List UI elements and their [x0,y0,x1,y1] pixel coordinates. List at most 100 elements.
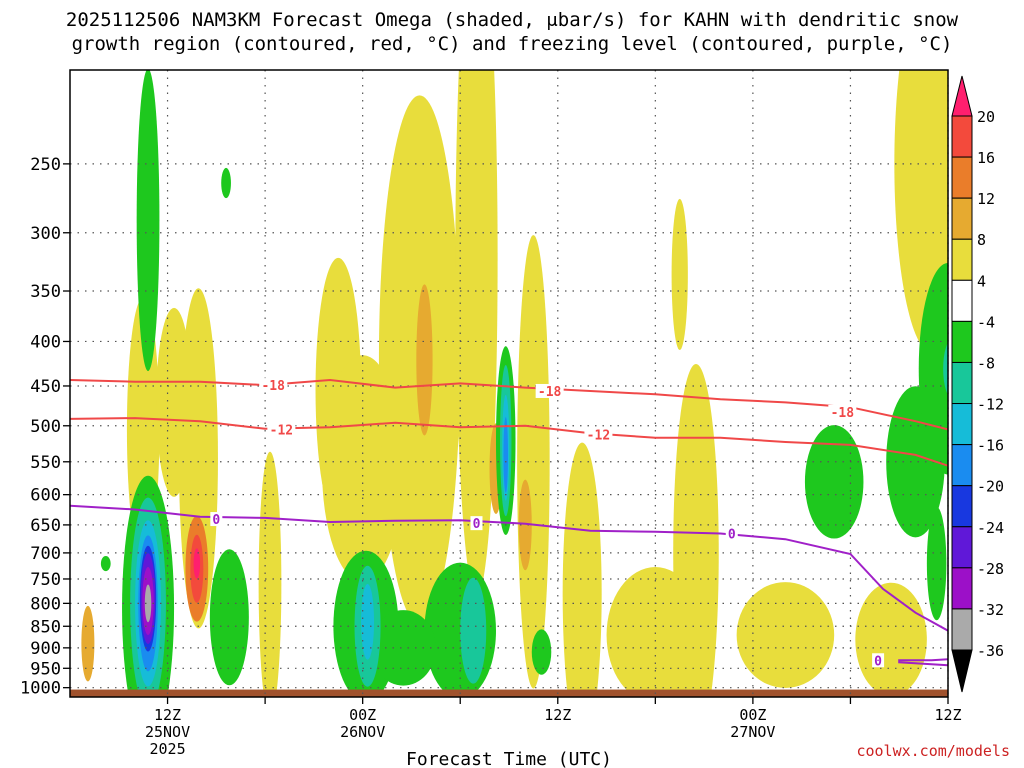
y-tick-label-6: 550 [30,453,61,473]
colorbar-label-4: 4 [977,272,986,290]
omega-cell-41 [926,506,947,621]
contour-label-bg-8 [872,653,885,668]
colorbar-top-arrow [951,75,973,117]
omega-cell-9 [522,265,542,455]
colorbar-label-1: 16 [977,149,995,167]
contour-label-1: -18 [538,385,562,400]
omega-cell-57 [144,584,152,623]
omega-cell-48 [943,342,948,395]
y-tick-label-2: 350 [30,282,61,302]
omega-cell-14 [736,582,835,688]
omega-shading [81,12,1008,697]
colorbar-swatch-10 [951,485,973,528]
ground-surface [70,689,948,697]
x-tick-label-0: 12Z [154,706,181,724]
contour-label-bg-1 [535,383,564,398]
plot-frame [69,69,949,698]
colorbar-swatch-7 [951,361,973,405]
omega-cell-28 [136,70,160,372]
x-tick-date-0: 25NOV [145,723,190,741]
omega-cell-3 [258,451,282,697]
x-tick-label-4: 12Z [544,706,571,724]
contour-label-6: 0 [473,517,481,532]
omega-cell-13 [671,198,688,351]
x-tick-label-6: 00Z [739,706,766,724]
x-tick-date-2: 26NOV [340,723,385,741]
omega-cell-39 [918,263,948,475]
y-tick-label-13: 900 [30,639,61,659]
colorbar-label-10: -24 [977,519,1004,537]
colorbar-label-5: -4 [977,313,995,331]
colorbar-swatch-5 [951,279,973,322]
y-axis: 2503003504004505005506006507007508008509… [20,155,70,699]
contour-2 [70,504,948,667]
colorbar-bottom-arrow [951,649,973,693]
chart-title-line-2: growth region (contoured, red, °C) and f… [71,33,953,55]
contour-label-bg-4 [584,427,613,442]
contour-label-bg-0 [259,378,288,393]
colorbar-label-8: -16 [977,437,1004,455]
contour-label-bg-6 [470,516,483,531]
omega-cell-19 [81,605,95,682]
colorbar-label-0: 20 [977,108,995,126]
colorbar-swatch-9 [951,444,973,487]
omega-cell-7 [455,70,498,598]
y-tick-label-9: 700 [30,544,61,564]
omega-cell-53 [503,417,509,493]
colorbar-swatch-11 [951,526,973,569]
y-tick-label-14: 950 [30,659,61,679]
contour-label-8: 0 [874,654,882,669]
x-tick-label-8: 12Z [934,706,961,724]
omega-cell-46 [460,577,487,684]
x-tick-year-0: 2025 [149,740,185,758]
contour-label-5: 0 [212,513,220,528]
y-tick-label-0: 250 [30,155,61,175]
colorbar-label-13: -36 [977,642,1004,660]
omega-cell-10 [562,442,602,697]
contour-labels: -18 -18 -18 -12 -12 0 0 0 0 [210,378,885,669]
colorbar-swatch-8 [951,403,973,446]
colorbar-swatch-1 [951,115,973,158]
y-tick-label-5: 500 [30,417,61,437]
colorbar-swatch-12 [951,567,973,610]
omega-cell-26 [193,548,201,579]
y-tick-label-1: 300 [30,224,61,244]
contour-label-0: -18 [261,379,285,394]
y-tick-label-8: 650 [30,516,61,536]
y-tick-label-15: 1000 [20,679,61,699]
colorbar-swatch-3 [951,197,973,240]
colorbar-swatch-2 [951,156,973,199]
contour-label-4: -12 [587,429,610,444]
colorbar-label-12: -32 [977,601,1004,619]
contour-label-3: -12 [270,424,293,439]
colorbar: 20 16 12 8 4 -4 -8 -12 -16 -20 -24 -28 -32 -36 [951,75,1004,693]
colorbar-label-7: -12 [977,396,1004,414]
colorbar-label-3: 8 [977,231,986,249]
x-tick-date-6: 27NOV [730,723,775,741]
omega-cell-30 [209,549,249,686]
colorbar-swatch-13 [951,608,973,651]
chart-title-line-1: 2025112506 NAM3KM Forecast Omega (shaded… [65,9,959,31]
colorbar-label-11: -28 [977,560,1004,578]
colorbar-label-6: -8 [977,354,995,372]
x-tick-label-2: 00Z [349,706,376,724]
contour-1 [70,417,948,467]
contour-label-bg-7 [725,526,738,541]
omega-cell-12 [673,364,719,697]
omega-cell-37 [804,425,864,539]
omega-cell-36 [531,629,552,675]
omega-cell-17 [969,12,1008,201]
omega-cell-20 [416,284,433,436]
omega-cell-35 [370,610,436,686]
y-tick-label-4: 450 [30,377,61,397]
contour-label-bg-5 [210,512,223,527]
omega-cell-15 [855,582,927,697]
ground-layer [70,689,948,697]
omega-cell-29 [100,555,111,572]
omega-cell-31 [221,167,231,199]
y-tick-label-12: 850 [30,617,61,637]
colorbar-label-9: -20 [977,478,1004,496]
credit-link[interactable]: coolwx.com/models [856,742,1010,760]
